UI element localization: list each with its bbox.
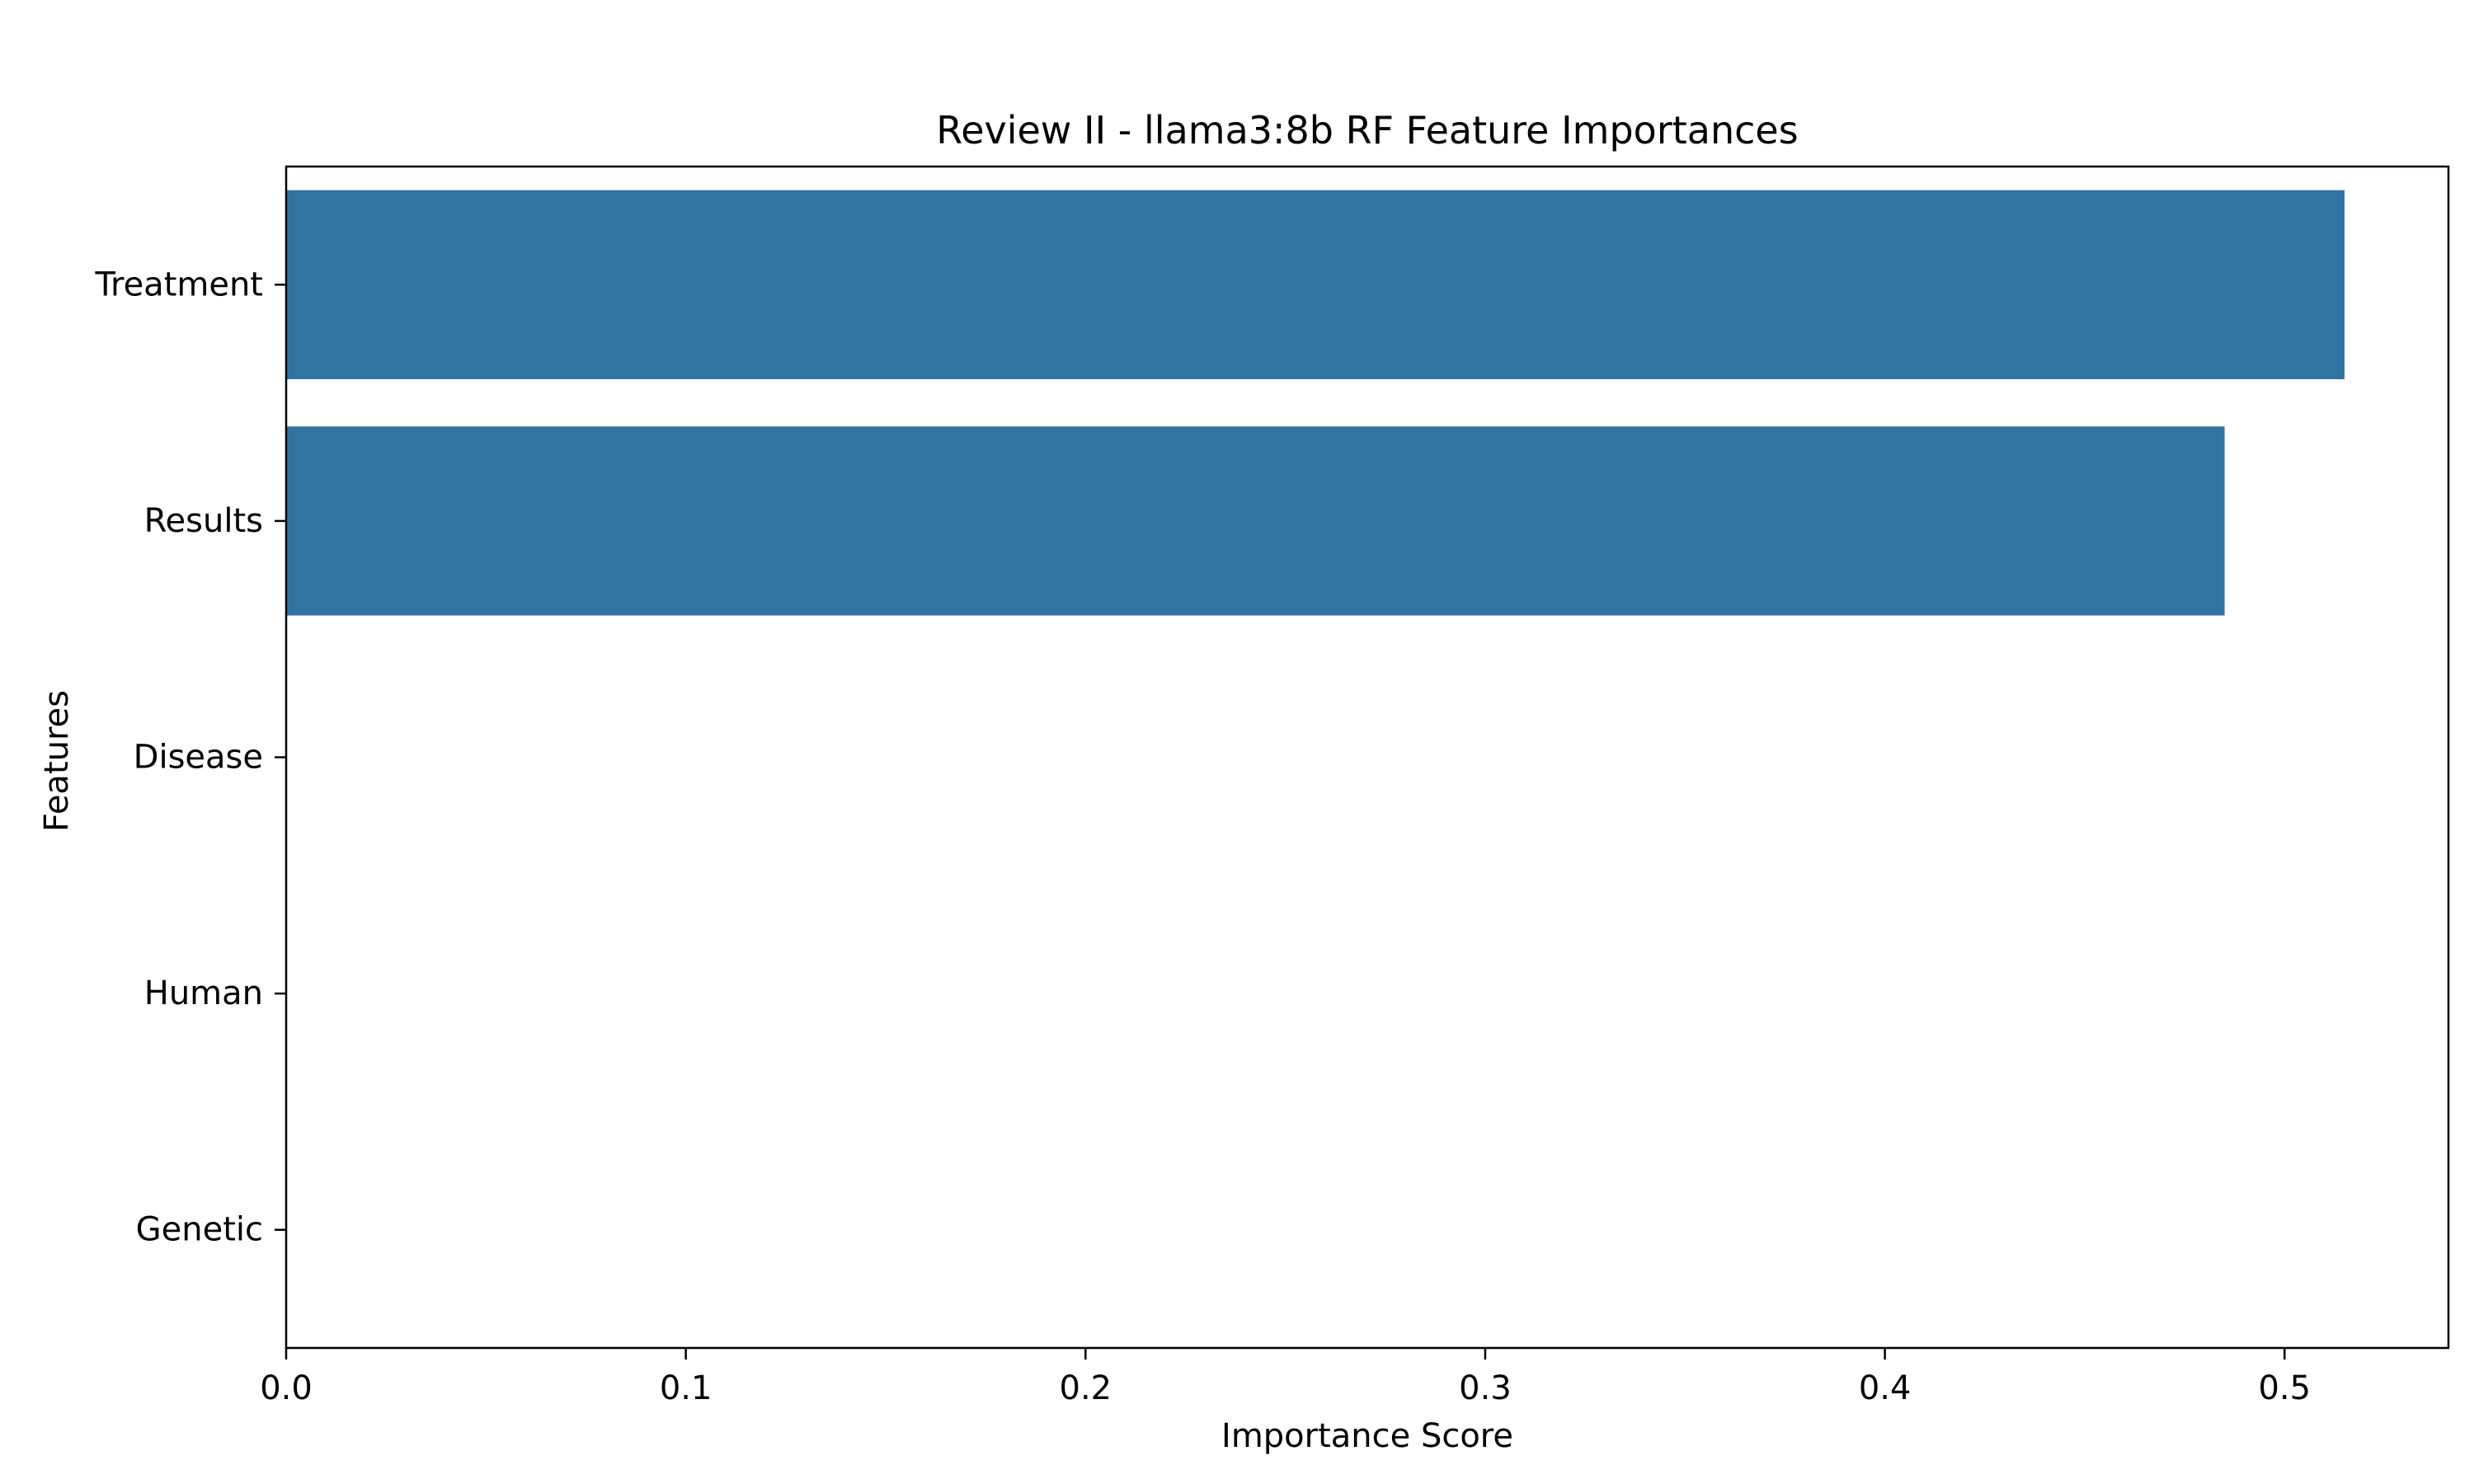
x-tick-label: 0.2: [1060, 1369, 1112, 1407]
y-tick-label: Results: [144, 502, 263, 540]
y-tick-label: Disease: [134, 739, 263, 777]
bar-results: [286, 426, 2225, 616]
x-tick-label: 0.4: [1859, 1369, 1912, 1407]
y-axis-ticks: Treatment Results Disease Human Genetic: [94, 265, 286, 1249]
x-tick-label: 0.3: [1459, 1369, 1512, 1407]
x-tick-label: 0.0: [260, 1369, 313, 1407]
y-tick-label: Treatment: [94, 265, 263, 303]
chart-title: Review II - llama3:8b RF Feature Importa…: [936, 108, 1798, 153]
y-axis-label: Features: [38, 690, 76, 832]
x-axis-label: Importance Score: [1221, 1417, 1513, 1455]
x-tick-label: 0.5: [2258, 1369, 2311, 1407]
x-tick-label: 0.1: [660, 1369, 713, 1407]
bars-group: [286, 190, 2345, 616]
y-tick-label: Genetic: [136, 1211, 263, 1249]
x-axis-ticks: 0.0 0.1 0.2 0.3 0.4 0.5: [260, 1348, 2311, 1407]
y-tick-label: Human: [144, 974, 263, 1012]
bar-treatment: [286, 190, 2345, 379]
